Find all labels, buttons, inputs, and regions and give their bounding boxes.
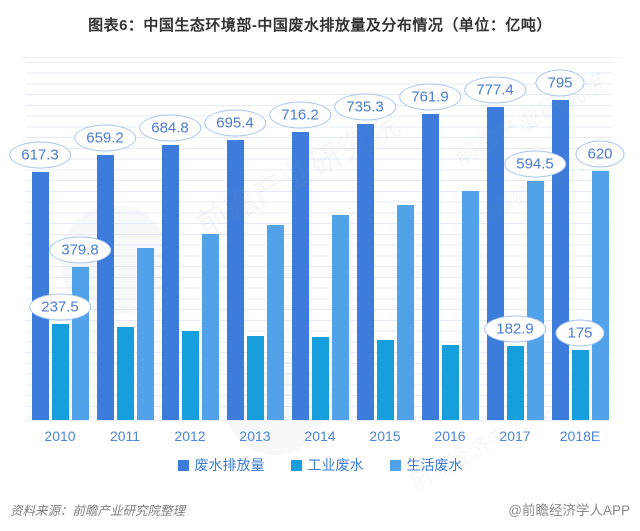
x-axis-label-2014: 2014 (304, 428, 336, 444)
bar-series1-2016 (441, 345, 459, 420)
bar-series0-2010 (31, 171, 49, 420)
value-bubble-series0-2018E: 795 (535, 69, 585, 97)
bar-series2-2013 (266, 224, 284, 420)
legend-label-series2: 生活废水 (406, 457, 463, 473)
bar-series0-2011 (96, 154, 114, 420)
value-bubble-series0-2010: 617.3 (9, 141, 71, 169)
value-bubble-series1-2010: 237.5 (29, 293, 91, 321)
bar-series0-2016 (421, 113, 439, 420)
credit-note: @前瞻经济学人APP (508, 503, 630, 518)
legend-swatch-series1 (290, 459, 302, 471)
legend-label-series1: 工业废水 (307, 457, 364, 473)
bar-series1-2015 (376, 339, 394, 420)
x-axis-label-2017: 2017 (499, 428, 531, 444)
x-axis-label-2013: 2013 (239, 428, 271, 444)
legend-swatch-series2 (389, 459, 401, 471)
bar-series0-2013 (226, 140, 244, 420)
value-bubble-series2-2017: 594.5 (504, 150, 566, 178)
x-axis-label-2015: 2015 (369, 428, 401, 444)
bar-series2-2014 (331, 214, 349, 420)
bar-series1-2012 (181, 330, 199, 420)
x-axis-label-2011: 2011 (109, 428, 141, 444)
bar-series0-2014 (291, 131, 309, 420)
bar-series0-2017 (486, 107, 504, 420)
bar-series2-2012 (201, 233, 219, 420)
x-axis-label-2012: 2012 (174, 428, 206, 444)
value-bubble-series2-2018E: 620 (575, 140, 625, 168)
bar-series2-2011 (136, 247, 154, 420)
legend-item-series2: 生活废水 (389, 455, 463, 475)
legend-item-series0: 废水排放量 (177, 455, 265, 475)
value-bubble-series0-2014: 716.2 (269, 101, 331, 129)
bar-series1-2017 (506, 346, 524, 420)
chart-title: 图表6：中国生态环境部-中国废水排放量及分布情况（单位：亿吨） (88, 17, 552, 34)
legend: 废水排放量 工业废水 生活废水 (0, 455, 640, 475)
legend-item-series1: 工业废水 (290, 455, 364, 475)
value-bubble-series0-2011: 659.2 (74, 124, 136, 152)
value-bubble-series2-2010: 379.8 (49, 236, 111, 264)
x-axis-label-2010: 2010 (44, 428, 76, 444)
bar-series0-2018E (551, 100, 569, 420)
legend-label-series0: 废水排放量 (194, 457, 265, 473)
bar-series0-2015 (356, 124, 374, 420)
footer: 资料来源：前瞻产业研究院整理 @前瞻经济学人APP (0, 498, 640, 522)
bar-series2-2017 (526, 180, 544, 420)
value-bubble-series1-2018E: 175 (555, 319, 605, 347)
value-bubble-series1-2017: 182.9 (484, 315, 546, 343)
value-bubble-series0-2016: 761.9 (399, 83, 461, 111)
value-bubble-series0-2012: 684.8 (139, 114, 201, 142)
title-divider (22, 57, 620, 58)
legend-swatch-series0 (177, 459, 189, 471)
x-axis-label-2016: 2016 (434, 428, 466, 444)
value-bubble-series0-2017: 777.4 (464, 76, 526, 104)
value-bubble-series0-2013: 695.4 (204, 109, 266, 137)
bar-series1-2018E (571, 349, 589, 420)
bar-series2-2018E (591, 170, 609, 420)
bar-series2-2010 (71, 267, 89, 420)
bar-series1-2014 (311, 337, 329, 420)
plot-area: 2010 2011 2012 2013 2014 2015 2016 2017 2018E 617… (9, 62, 625, 444)
bar-series2-2016 (461, 190, 479, 420)
x-axis-label-2018E: 2018E (559, 428, 601, 444)
bar-series1-2011 (116, 327, 134, 420)
source-note: 资料来源：前瞻产业研究院整理 (10, 504, 186, 518)
bar-series2-2015 (396, 204, 414, 420)
bar-series1-2010 (51, 324, 69, 420)
bar-series1-2013 (246, 335, 264, 420)
bar-series0-2012 (161, 144, 179, 420)
value-bubble-series0-2015: 735.3 (334, 93, 396, 121)
